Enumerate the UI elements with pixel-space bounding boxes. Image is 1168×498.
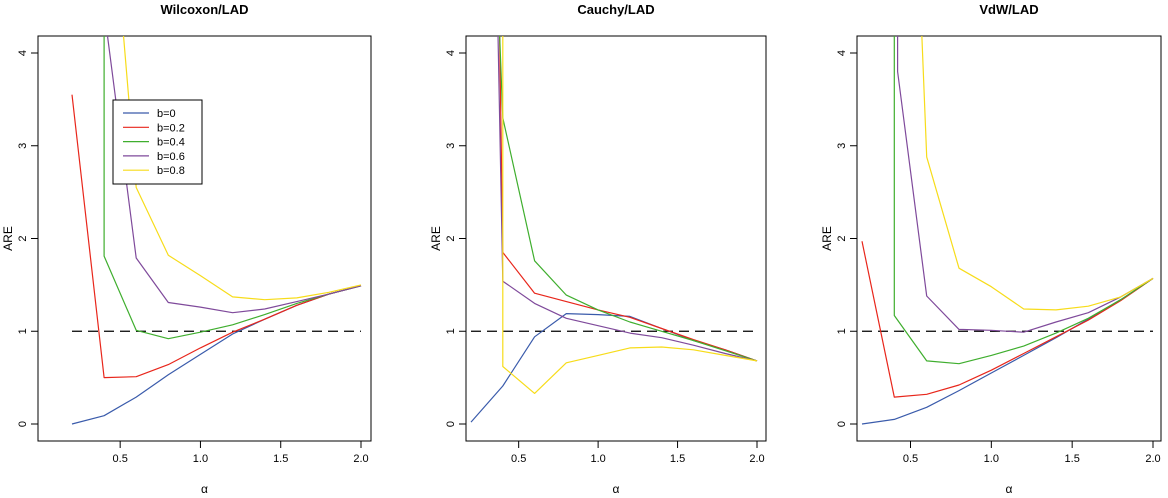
legend-entry: b=0.4 bbox=[157, 137, 185, 149]
series-line-b=0.2 bbox=[499, 36, 758, 362]
x-tick-label: 1.0 bbox=[193, 453, 208, 465]
x-tick-label: 0.5 bbox=[113, 453, 128, 465]
x-tick-label: 1.5 bbox=[670, 453, 685, 465]
series-line-b=0.8 bbox=[921, 36, 1154, 311]
y-tick-label: 2 bbox=[836, 235, 848, 241]
series-line-b=0.4 bbox=[499, 36, 758, 362]
y-tick-label: 2 bbox=[445, 235, 457, 241]
panel-title: VdW/LAD bbox=[979, 2, 1038, 17]
legend-entry: b=0.8 bbox=[157, 165, 185, 177]
legend-entry: b=0 bbox=[157, 108, 176, 120]
panel-3: VdW/LAD 0 1 2 3 4 0.5 1.0 1.5 2.0 α ARE bbox=[820, 2, 1162, 496]
y-tick-label: 1 bbox=[445, 328, 457, 334]
series-line-b=0.4 bbox=[893, 36, 1154, 365]
x-tick-label: 2.0 bbox=[749, 453, 764, 465]
y-axis-label: ARE bbox=[1, 226, 15, 251]
plot-frame bbox=[856, 35, 1162, 442]
series-line-b=0.8 bbox=[502, 36, 758, 394]
x-tick-label: 1.5 bbox=[1065, 453, 1080, 465]
y-tick-label: 2 bbox=[17, 235, 29, 241]
x-axis-label: α bbox=[1006, 482, 1013, 496]
legend-entry: b=0.6 bbox=[157, 151, 185, 163]
y-tick-label: 3 bbox=[836, 143, 848, 149]
series-line-b=0.4 bbox=[103, 36, 362, 340]
x-tick-label: 0.5 bbox=[903, 453, 918, 465]
y-axis-label: ARE bbox=[820, 226, 834, 251]
x-axis-label: α bbox=[201, 482, 208, 496]
legend-entry: b=0.2 bbox=[157, 122, 185, 134]
y-tick-label: 0 bbox=[445, 421, 457, 427]
series-line-b=0.6 bbox=[497, 36, 758, 362]
series-line-b=0.6 bbox=[896, 36, 1154, 333]
panel-1: Wilcoxon/LAD 0 1 2 3 4 0.5 1.0 1.5 2.0 α ARE b=0 b=0.… bbox=[1, 2, 372, 496]
y-tick-label: 4 bbox=[836, 50, 848, 56]
y-tick-label: 1 bbox=[17, 328, 29, 334]
series-line-b=0.2 bbox=[861, 241, 1154, 398]
x-tick-label: 1.5 bbox=[273, 453, 288, 465]
series-group bbox=[470, 36, 758, 423]
panel-title: Cauchy/LAD bbox=[577, 2, 654, 17]
y-tick-label: 3 bbox=[445, 143, 457, 149]
x-tick-label: 2.0 bbox=[353, 453, 368, 465]
y-axis-label: ARE bbox=[429, 226, 443, 251]
series-line-b=0 bbox=[71, 285, 362, 425]
series-line-b=0.6 bbox=[106, 36, 362, 314]
y-tick-label: 0 bbox=[836, 421, 848, 427]
y-tick-label: 4 bbox=[445, 50, 457, 56]
y-tick-label: 4 bbox=[17, 50, 29, 56]
y-tick-label: 3 bbox=[17, 143, 29, 149]
x-tick-label: 1.0 bbox=[590, 453, 605, 465]
series-line-b=0.2 bbox=[71, 94, 362, 379]
x-axis-label: α bbox=[613, 482, 620, 496]
x-tick-label: 0.5 bbox=[511, 453, 526, 465]
x-tick-label: 1.0 bbox=[984, 453, 999, 465]
legend: b=0 b=0.2 b=0.4 b=0.6 b=0.8 bbox=[112, 99, 203, 185]
y-tick-label: 0 bbox=[17, 421, 29, 427]
panel-title: Wilcoxon/LAD bbox=[161, 2, 249, 17]
series-group bbox=[861, 36, 1154, 425]
x-tick-label: 2.0 bbox=[1145, 453, 1160, 465]
panel-2: Cauchy/LAD 0 1 2 3 4 0.5 1.0 1.5 2.0 α ARE bbox=[429, 2, 767, 496]
plot-frame bbox=[465, 35, 767, 442]
y-tick-label: 1 bbox=[836, 328, 848, 334]
series-group bbox=[71, 36, 362, 425]
series-line-b=0.8 bbox=[122, 36, 362, 301]
